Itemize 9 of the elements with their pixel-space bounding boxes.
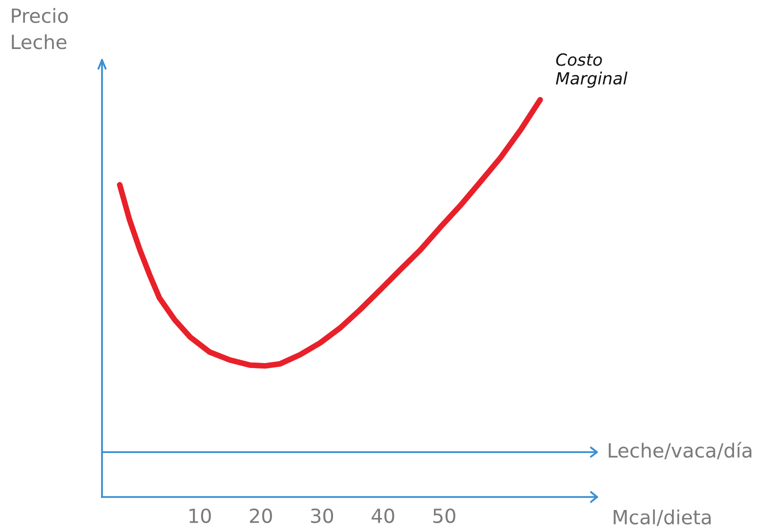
series-label: Costo Marginal — [556, 53, 628, 88]
x-tick-label: 50 — [433, 508, 456, 524]
x-tick-label: 30 — [311, 508, 334, 524]
x-tick-label: 10 — [190, 508, 211, 524]
x-tick-label: 40 — [372, 508, 394, 524]
y-axis-title: Precio Leche — [12, 8, 68, 50]
ref-line-label: Leche/vaca/día — [608, 442, 752, 460]
x-tick-label: 20 — [250, 508, 272, 524]
x-axis-title: Mcal/dieta — [614, 509, 711, 526]
